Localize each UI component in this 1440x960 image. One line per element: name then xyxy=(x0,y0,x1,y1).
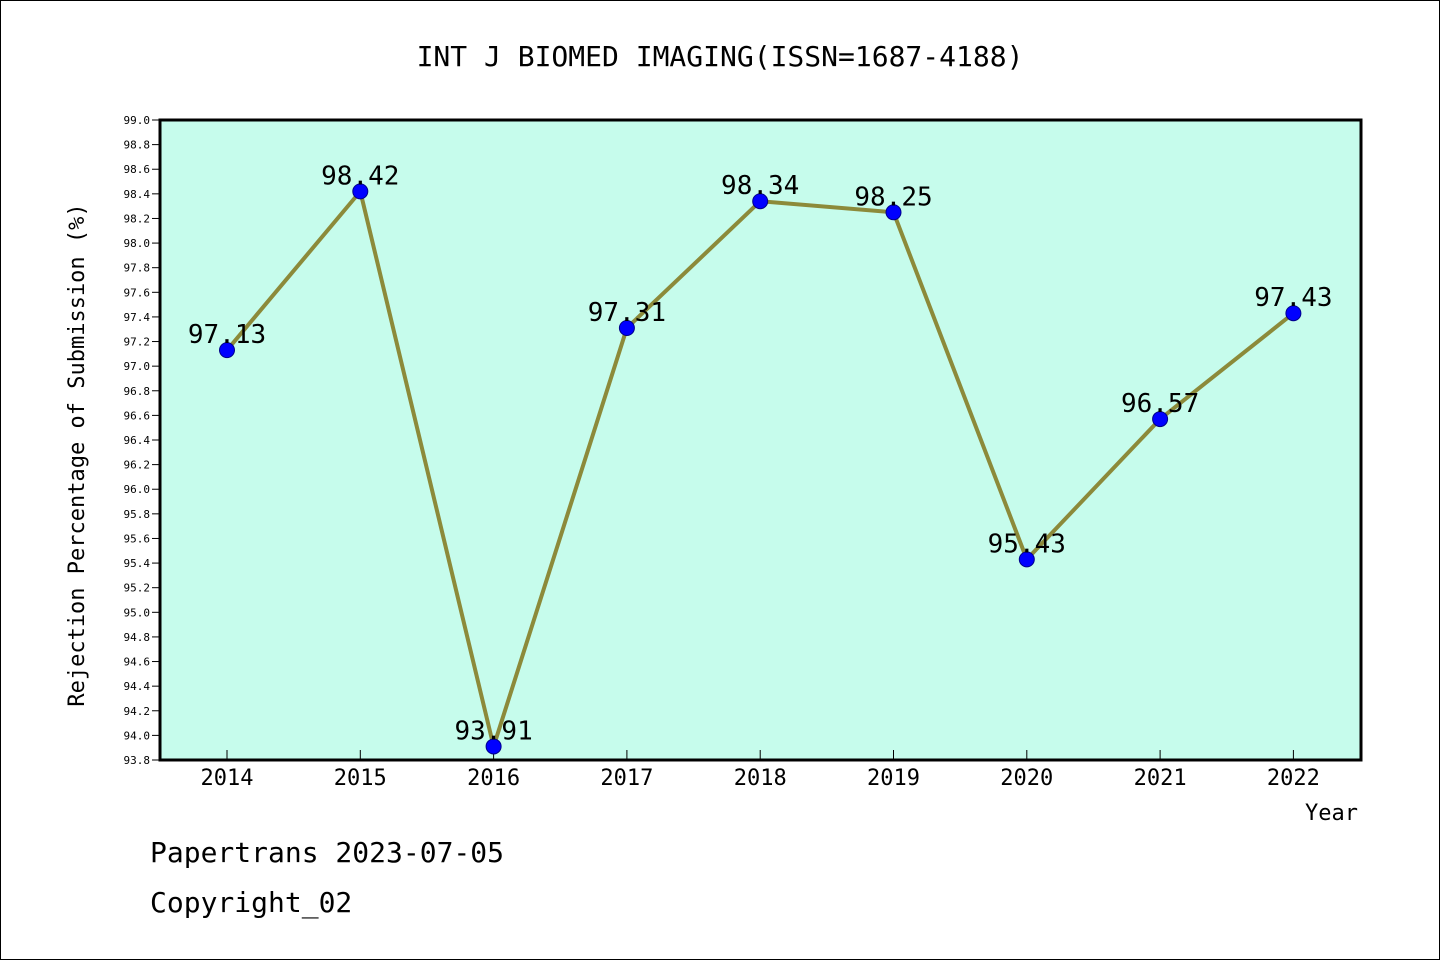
data-label: 97.43 xyxy=(1254,283,1332,313)
x-tick-label: 2017 xyxy=(600,766,653,791)
data-point xyxy=(1285,305,1302,322)
y-tick-label: 97.0 xyxy=(124,360,151,373)
y-tick-label: 95.6 xyxy=(124,532,151,545)
y-tick-label: 94.2 xyxy=(124,705,151,718)
y-tick-label: 96.2 xyxy=(124,459,151,472)
x-tick-label: 2021 xyxy=(1134,766,1187,791)
data-point xyxy=(352,183,369,200)
y-tick-label: 98.0 xyxy=(124,237,151,250)
x-tick-label: 2020 xyxy=(1000,766,1053,791)
x-tick-label: 2022 xyxy=(1267,766,1320,791)
chart-title: INT J BIOMED IMAGING(ISSN=1687-4188) xyxy=(417,40,1024,73)
y-tick-label: 94.4 xyxy=(124,680,151,693)
y-tick-label: 94.6 xyxy=(124,656,151,669)
y-tick-label: 97.6 xyxy=(124,286,151,299)
y-tick-label: 94.0 xyxy=(124,729,151,742)
y-tick-label: 97.2 xyxy=(124,336,151,349)
x-tick-label: 2014 xyxy=(201,766,254,791)
y-tick-label: 96.0 xyxy=(124,483,151,496)
data-label: 98.34 xyxy=(721,171,799,201)
y-tick-label: 96.4 xyxy=(124,434,151,447)
data-point xyxy=(485,738,502,755)
x-axis-label: Year xyxy=(1305,801,1358,826)
y-tick-label: 95.0 xyxy=(124,606,151,619)
x-tick-label: 2019 xyxy=(867,766,920,791)
y-tick-label: 95.2 xyxy=(124,582,151,595)
data-point xyxy=(752,193,769,210)
y-tick-label: 96.8 xyxy=(124,385,151,398)
y-tick-label: 96.6 xyxy=(124,409,151,422)
data-label: 97.31 xyxy=(588,298,666,328)
data-point xyxy=(1152,411,1169,428)
data-label: 95.43 xyxy=(988,529,1066,559)
y-tick-label: 98.6 xyxy=(124,163,151,176)
footer-line-2: Copyright_02 xyxy=(150,886,353,919)
plot-area xyxy=(158,118,1363,762)
data-point xyxy=(219,342,235,359)
data-point xyxy=(1018,551,1035,568)
y-tick-label: 97.4 xyxy=(124,311,151,324)
y-tick-label: 95.4 xyxy=(124,557,151,570)
y-tick-label: 97.8 xyxy=(124,262,151,275)
y-tick-label: 98.4 xyxy=(124,188,151,201)
data-point xyxy=(618,320,635,336)
data-label: 93.91 xyxy=(454,716,532,746)
x-axis: 2014 2015 2016 2017 2018 2019 2020 2021 2022 xyxy=(201,750,1320,791)
data-label: 98.25 xyxy=(854,182,932,212)
x-tick-label: 2018 xyxy=(734,766,787,791)
data-label: 98.42 xyxy=(321,161,399,191)
footer-line-1: Papertrans 2023-07-05 xyxy=(150,836,505,869)
y-tick-label: 98.8 xyxy=(124,139,151,152)
y-tick-label: 98.2 xyxy=(124,212,151,225)
y-tick-label: 93.8 xyxy=(124,754,151,767)
x-tick-label: 2015 xyxy=(334,766,387,791)
x-tick-label: 2016 xyxy=(467,766,520,791)
y-tick-label: 99.0 xyxy=(124,114,151,127)
data-point xyxy=(885,204,902,221)
y-tick-label: 94.8 xyxy=(124,631,151,644)
data-label: 97.13 xyxy=(188,320,266,350)
y-axis: 93.8 94.0 94.2 94.4 94.6 94.8 95.0 95.2 95.4 95.6… xyxy=(124,114,160,767)
series-layer: 97.13 98.42 93.91 97.31 98.34 98.25 95.43 96.57… xyxy=(188,161,1333,755)
y-axis-label: Rejection Percentage of Submission (%) xyxy=(65,203,90,706)
data-label: 96.57 xyxy=(1121,389,1199,419)
y-tick-label: 95.8 xyxy=(124,508,151,521)
